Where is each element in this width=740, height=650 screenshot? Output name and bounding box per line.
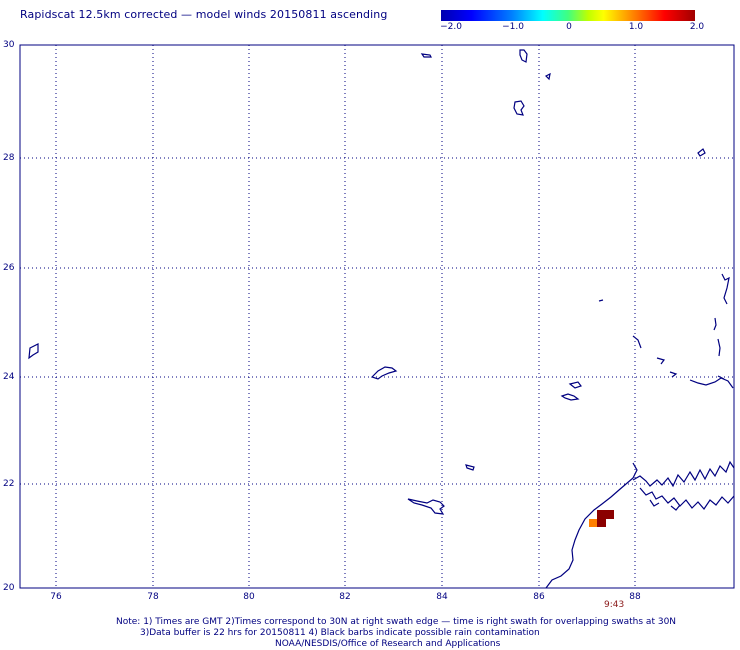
grid-lines bbox=[20, 45, 734, 588]
y-tick-label: 26 bbox=[3, 263, 15, 273]
wind-data-cell bbox=[606, 510, 614, 519]
map-title: Rapidscat 12.5km corrected — model winds… bbox=[20, 8, 388, 21]
x-tick-label: 86 bbox=[533, 592, 545, 602]
colorbar-tick: 0 bbox=[566, 22, 572, 32]
x-tick-label: 76 bbox=[50, 592, 62, 602]
y-tick-label: 24 bbox=[3, 372, 15, 382]
wind-data-cell bbox=[597, 519, 606, 527]
y-tick-label: 30 bbox=[3, 40, 15, 50]
y-tick-label: 20 bbox=[3, 583, 15, 593]
footnote-line-1: Note: 1) Times are GMT 2)Times correspon… bbox=[116, 617, 677, 627]
colorbar-tick: −1.0 bbox=[502, 22, 524, 32]
colorbar-tick: 1.0 bbox=[628, 22, 644, 32]
x-tick-label: 78 bbox=[147, 592, 159, 602]
y-tick-label: 22 bbox=[3, 479, 15, 489]
footnote-credit: NOAA/NESDIS/Office of Research and Appli… bbox=[275, 639, 501, 649]
x-tick-label: 80 bbox=[243, 592, 255, 602]
y-tick-label: 28 bbox=[3, 153, 15, 163]
x-tick-label: 88 bbox=[629, 592, 641, 602]
colorbar-tick: 2.0 bbox=[689, 22, 705, 32]
map-frame bbox=[19, 44, 735, 589]
swath-time-label: 9:43 bbox=[604, 600, 625, 610]
wind-data-cell bbox=[589, 519, 597, 527]
x-tick-label: 82 bbox=[339, 592, 351, 602]
colorbar bbox=[441, 10, 695, 21]
x-tick-label: 84 bbox=[436, 592, 448, 602]
wind-data-cell bbox=[597, 510, 606, 519]
colorbar-tick: −2.0 bbox=[440, 22, 462, 32]
coastlines bbox=[28, 49, 735, 589]
footnote-line-2: 3)Data buffer is 22 hrs for 20150811 4) … bbox=[140, 628, 540, 638]
